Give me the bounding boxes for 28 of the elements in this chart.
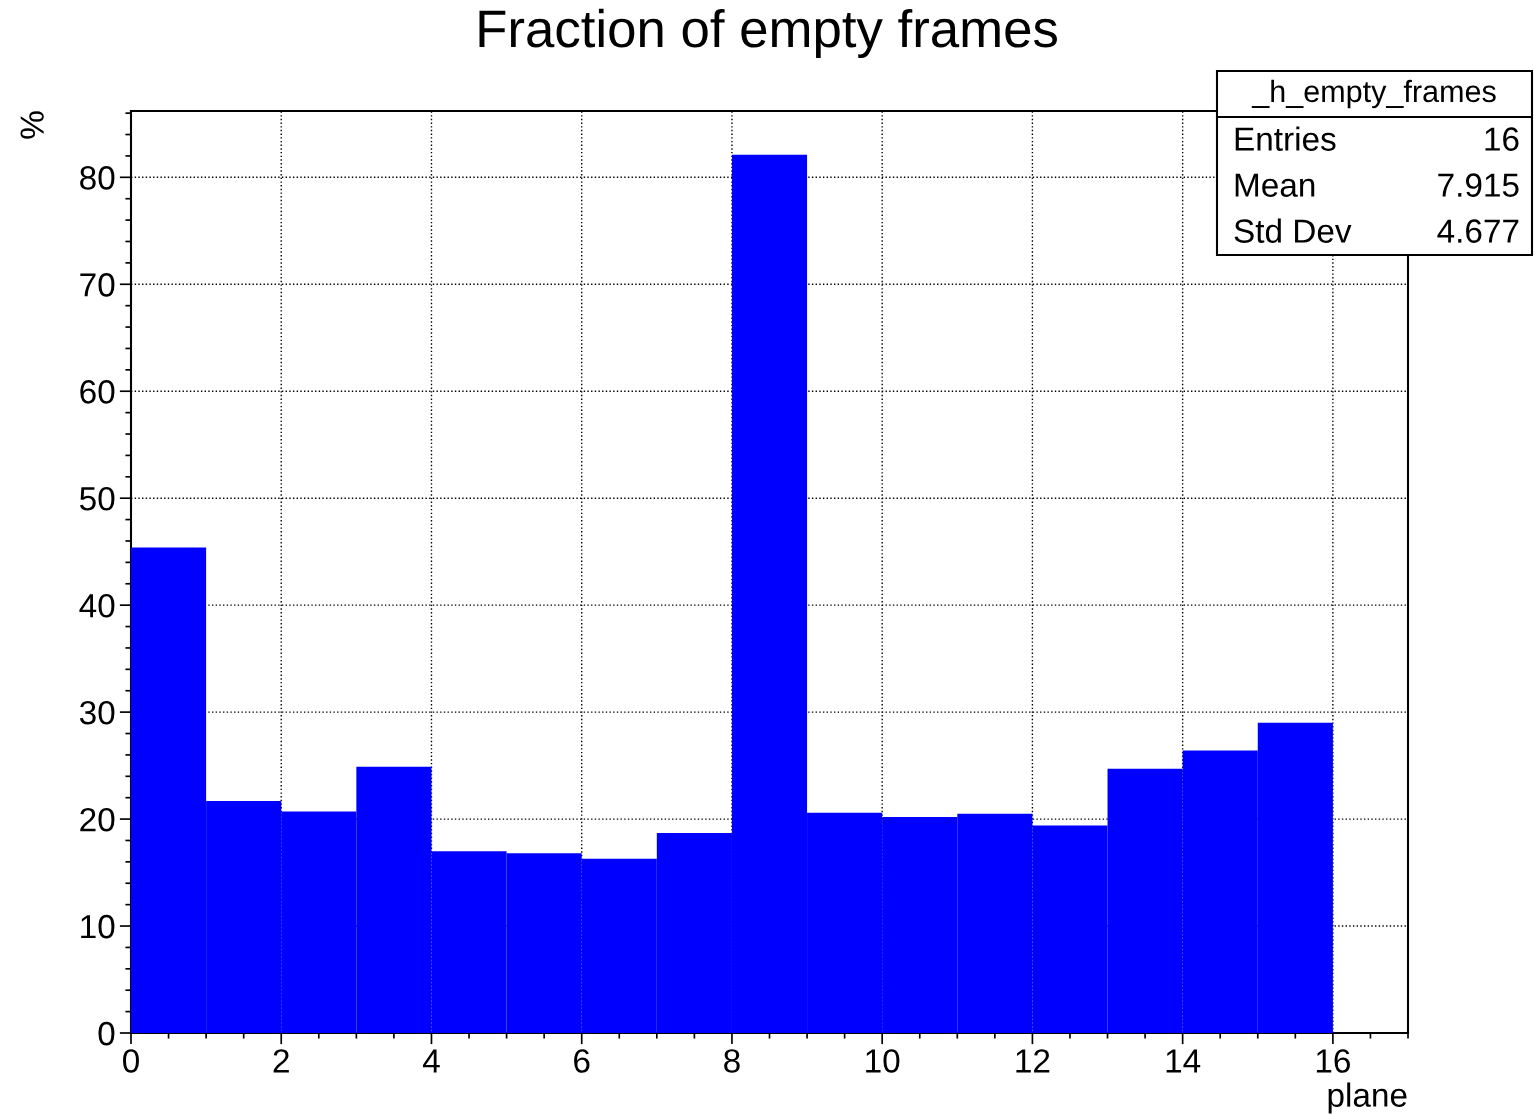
x-axis-title: plane [1328,1082,1407,1114]
y-axis-title: % [20,111,44,139]
x-tick-label: 4 [422,1049,440,1073]
y-tick-label: 0 [98,1021,115,1046]
annotation: Std Dev [1234,218,1352,243]
text: 16 [1485,127,1519,151]
x-tick-label: 6 [574,1049,590,1073]
chart-title: Fraction of empty frames [479,8,1057,59]
y-tick-label: 30 [79,700,115,725]
annotation: Mean [1235,173,1315,197]
x-tick-label: 2 [273,1049,289,1073]
y-tick-label: 50 [79,487,115,511]
y-tick-label: 60 [80,380,115,404]
text: 7.915 [1438,173,1519,197]
x-tick-label: 12 [1016,1049,1050,1073]
x-tick-label: 8 [724,1049,740,1073]
x-tick-label: 0 [123,1049,139,1073]
y-tick-label: 80 [80,166,115,190]
text: _h_empty_frames [1251,79,1496,109]
x-tick-label: 14 [1166,1049,1201,1073]
y-tick-label: 20 [80,807,115,832]
annotation: Entries [1235,126,1336,151]
y-tick-label: 70 [80,273,115,297]
y-tick-label: 40 [79,593,115,618]
text: 4.677 [1437,219,1519,243]
y-tick-label: 10 [81,914,115,939]
x-tick-label: 16 [1316,1049,1350,1073]
x-tick-label: 10 [866,1049,900,1073]
